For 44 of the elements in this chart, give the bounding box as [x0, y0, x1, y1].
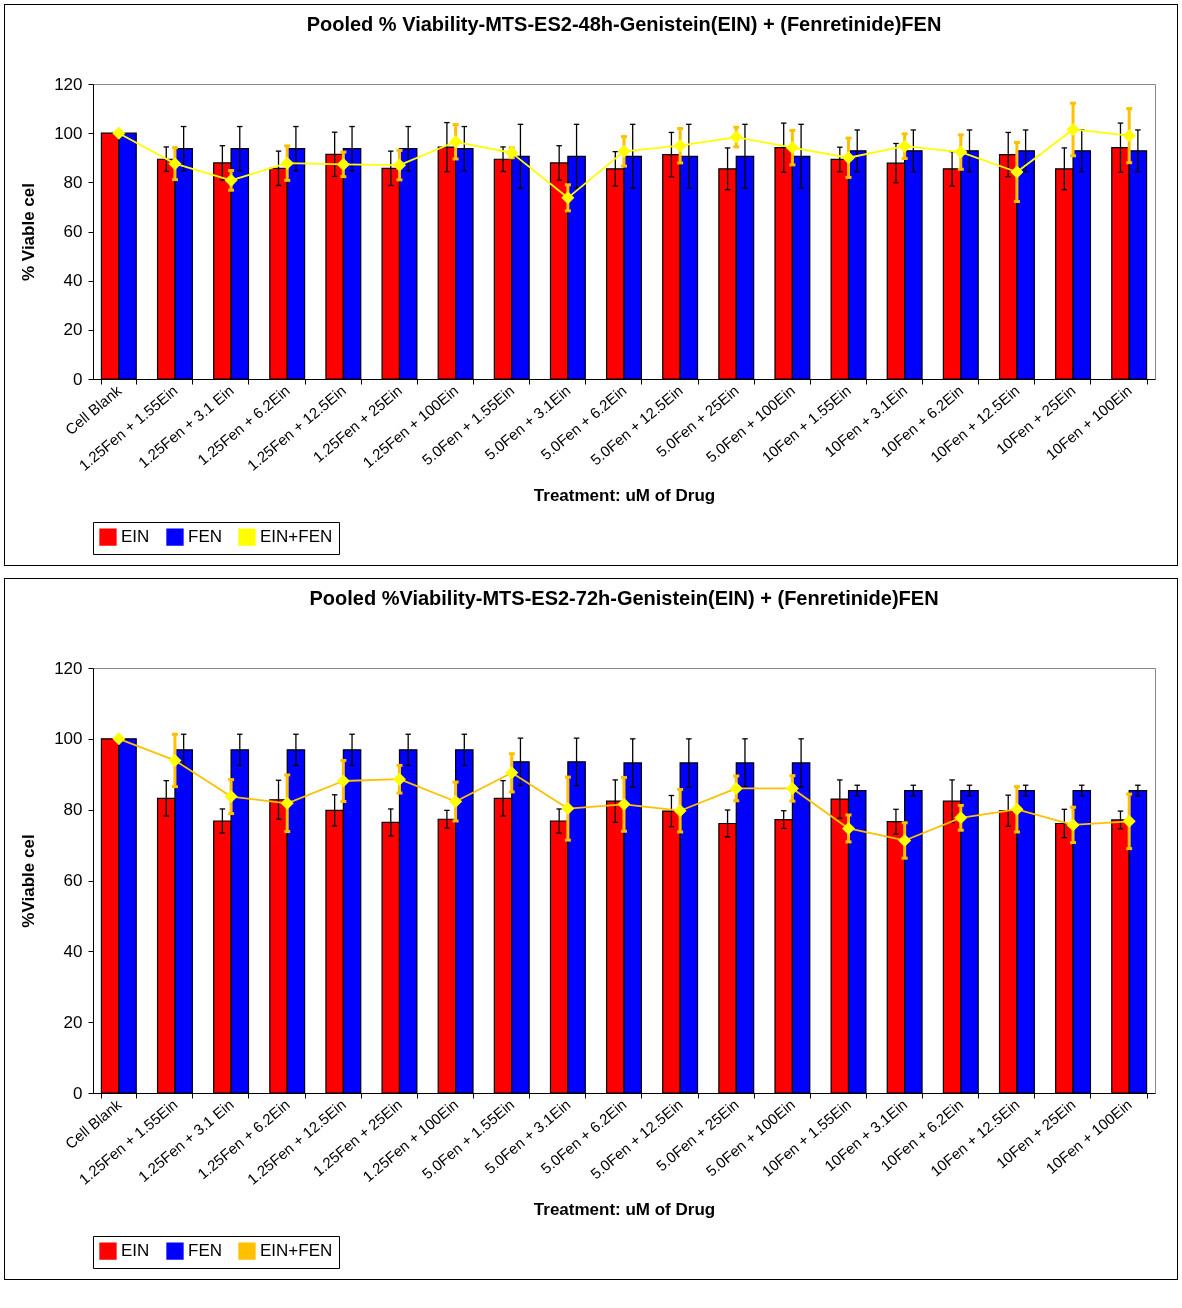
point — [954, 145, 968, 159]
point — [785, 141, 799, 155]
point — [1122, 129, 1136, 143]
legend-label: EIN+FEN — [260, 527, 333, 547]
legend-label: EIN+FEN — [260, 1241, 333, 1261]
y-tick-label: 100 — [54, 729, 83, 749]
y-axis-title: % Viable cel — [19, 183, 39, 281]
point — [898, 139, 912, 153]
y-tick-label: 0 — [73, 1083, 83, 1103]
legend-label: FEN — [188, 527, 222, 547]
point — [617, 144, 631, 158]
legend-label: FEN — [188, 1241, 222, 1261]
y-tick-label: 60 — [63, 871, 83, 890]
point — [224, 173, 238, 187]
point — [842, 151, 856, 165]
x-axis-title: Treatment: uM of Drug — [533, 1199, 716, 1219]
legend-label: EIN — [121, 527, 150, 547]
x-axis-title: Treatment: uM of Drug — [533, 485, 716, 505]
y-tick-label: 60 — [63, 222, 83, 241]
point — [392, 158, 406, 172]
point — [1066, 122, 1080, 136]
y-tick-label: 120 — [54, 658, 83, 678]
point — [168, 157, 182, 171]
legend-label: EIN — [121, 1241, 150, 1261]
point — [112, 126, 126, 140]
y-tick-label: 20 — [63, 320, 83, 340]
y-axis-title: %Viable cel — [19, 834, 39, 928]
point — [673, 139, 687, 153]
y-tick-label: 100 — [54, 123, 83, 143]
chart-title: Pooled % Viability-MTS-ES2-48h-Genistein(EIN) + (Fenretinide)FEN — [306, 13, 942, 35]
y-tick-label: 20 — [63, 1012, 83, 1032]
chart-title: Pooled %Viability-MTS-ES2-72h-Genistein(EIN) + (Fenretinide)FEN — [309, 587, 939, 609]
point — [505, 146, 519, 160]
y-tick-label: 120 — [54, 74, 83, 94]
y-tick-label: 40 — [63, 271, 83, 291]
y-tick-label: 80 — [63, 800, 83, 820]
point — [336, 157, 350, 171]
y-tick-label: 80 — [63, 172, 83, 192]
y-tick-label: 40 — [63, 941, 83, 961]
y-tick-label: 0 — [73, 369, 83, 389]
point — [561, 191, 575, 205]
point — [1010, 165, 1024, 179]
point — [449, 135, 463, 149]
point — [280, 156, 294, 170]
